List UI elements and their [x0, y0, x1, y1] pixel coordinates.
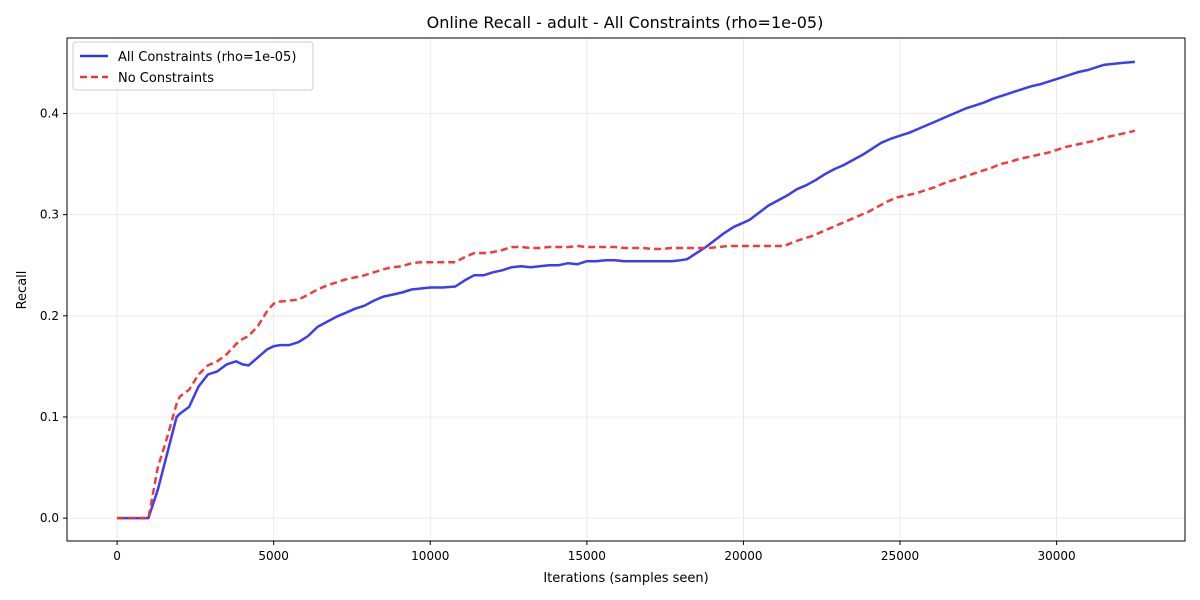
x-tick-label: 0 — [113, 549, 121, 563]
x-tick-label: 20000 — [724, 549, 762, 563]
series-lines — [117, 60, 1136, 520]
y-tick-label: 0.2 — [40, 309, 59, 323]
series-line-all-constraints-rho-1e-05 — [117, 60, 1135, 520]
legend: All Constraints (rho=1e-05) No Constrain… — [72, 41, 314, 91]
legend-label-no-constraints: No Constraints — [118, 71, 214, 86]
x-axis-ticks: 0 5000 10000 15000 20000 25000 30000 — [113, 541, 1076, 563]
x-axis-label: Iterations (samples seen) — [543, 571, 708, 586]
x-tick-label: 10000 — [411, 549, 449, 563]
chart-title: Online Recall - adult - All Constraints … — [427, 13, 824, 32]
y-axis-ticks: 0.0 0.1 0.2 0.3 0.4 — [40, 106, 67, 525]
y-tick-label: 0.1 — [40, 410, 59, 424]
series-line-no-constraints — [117, 129, 1136, 520]
x-tick-label: 15000 — [568, 549, 606, 563]
x-tick-label: 25000 — [881, 549, 919, 563]
y-tick-label: 0.4 — [40, 106, 59, 120]
plot-area-frame — [66, 37, 1186, 542]
y-tick-label: 0.0 — [40, 511, 59, 525]
legend-box — [72, 41, 314, 91]
y-axis-label: Recall — [15, 271, 30, 310]
x-tick-label: 30000 — [1038, 549, 1076, 563]
legend-label-all-constraints: All Constraints (rho=1e-05) — [118, 50, 296, 65]
x-tick-label: 5000 — [258, 549, 289, 563]
grid-lines — [67, 38, 1185, 541]
y-tick-label: 0.3 — [40, 208, 59, 222]
